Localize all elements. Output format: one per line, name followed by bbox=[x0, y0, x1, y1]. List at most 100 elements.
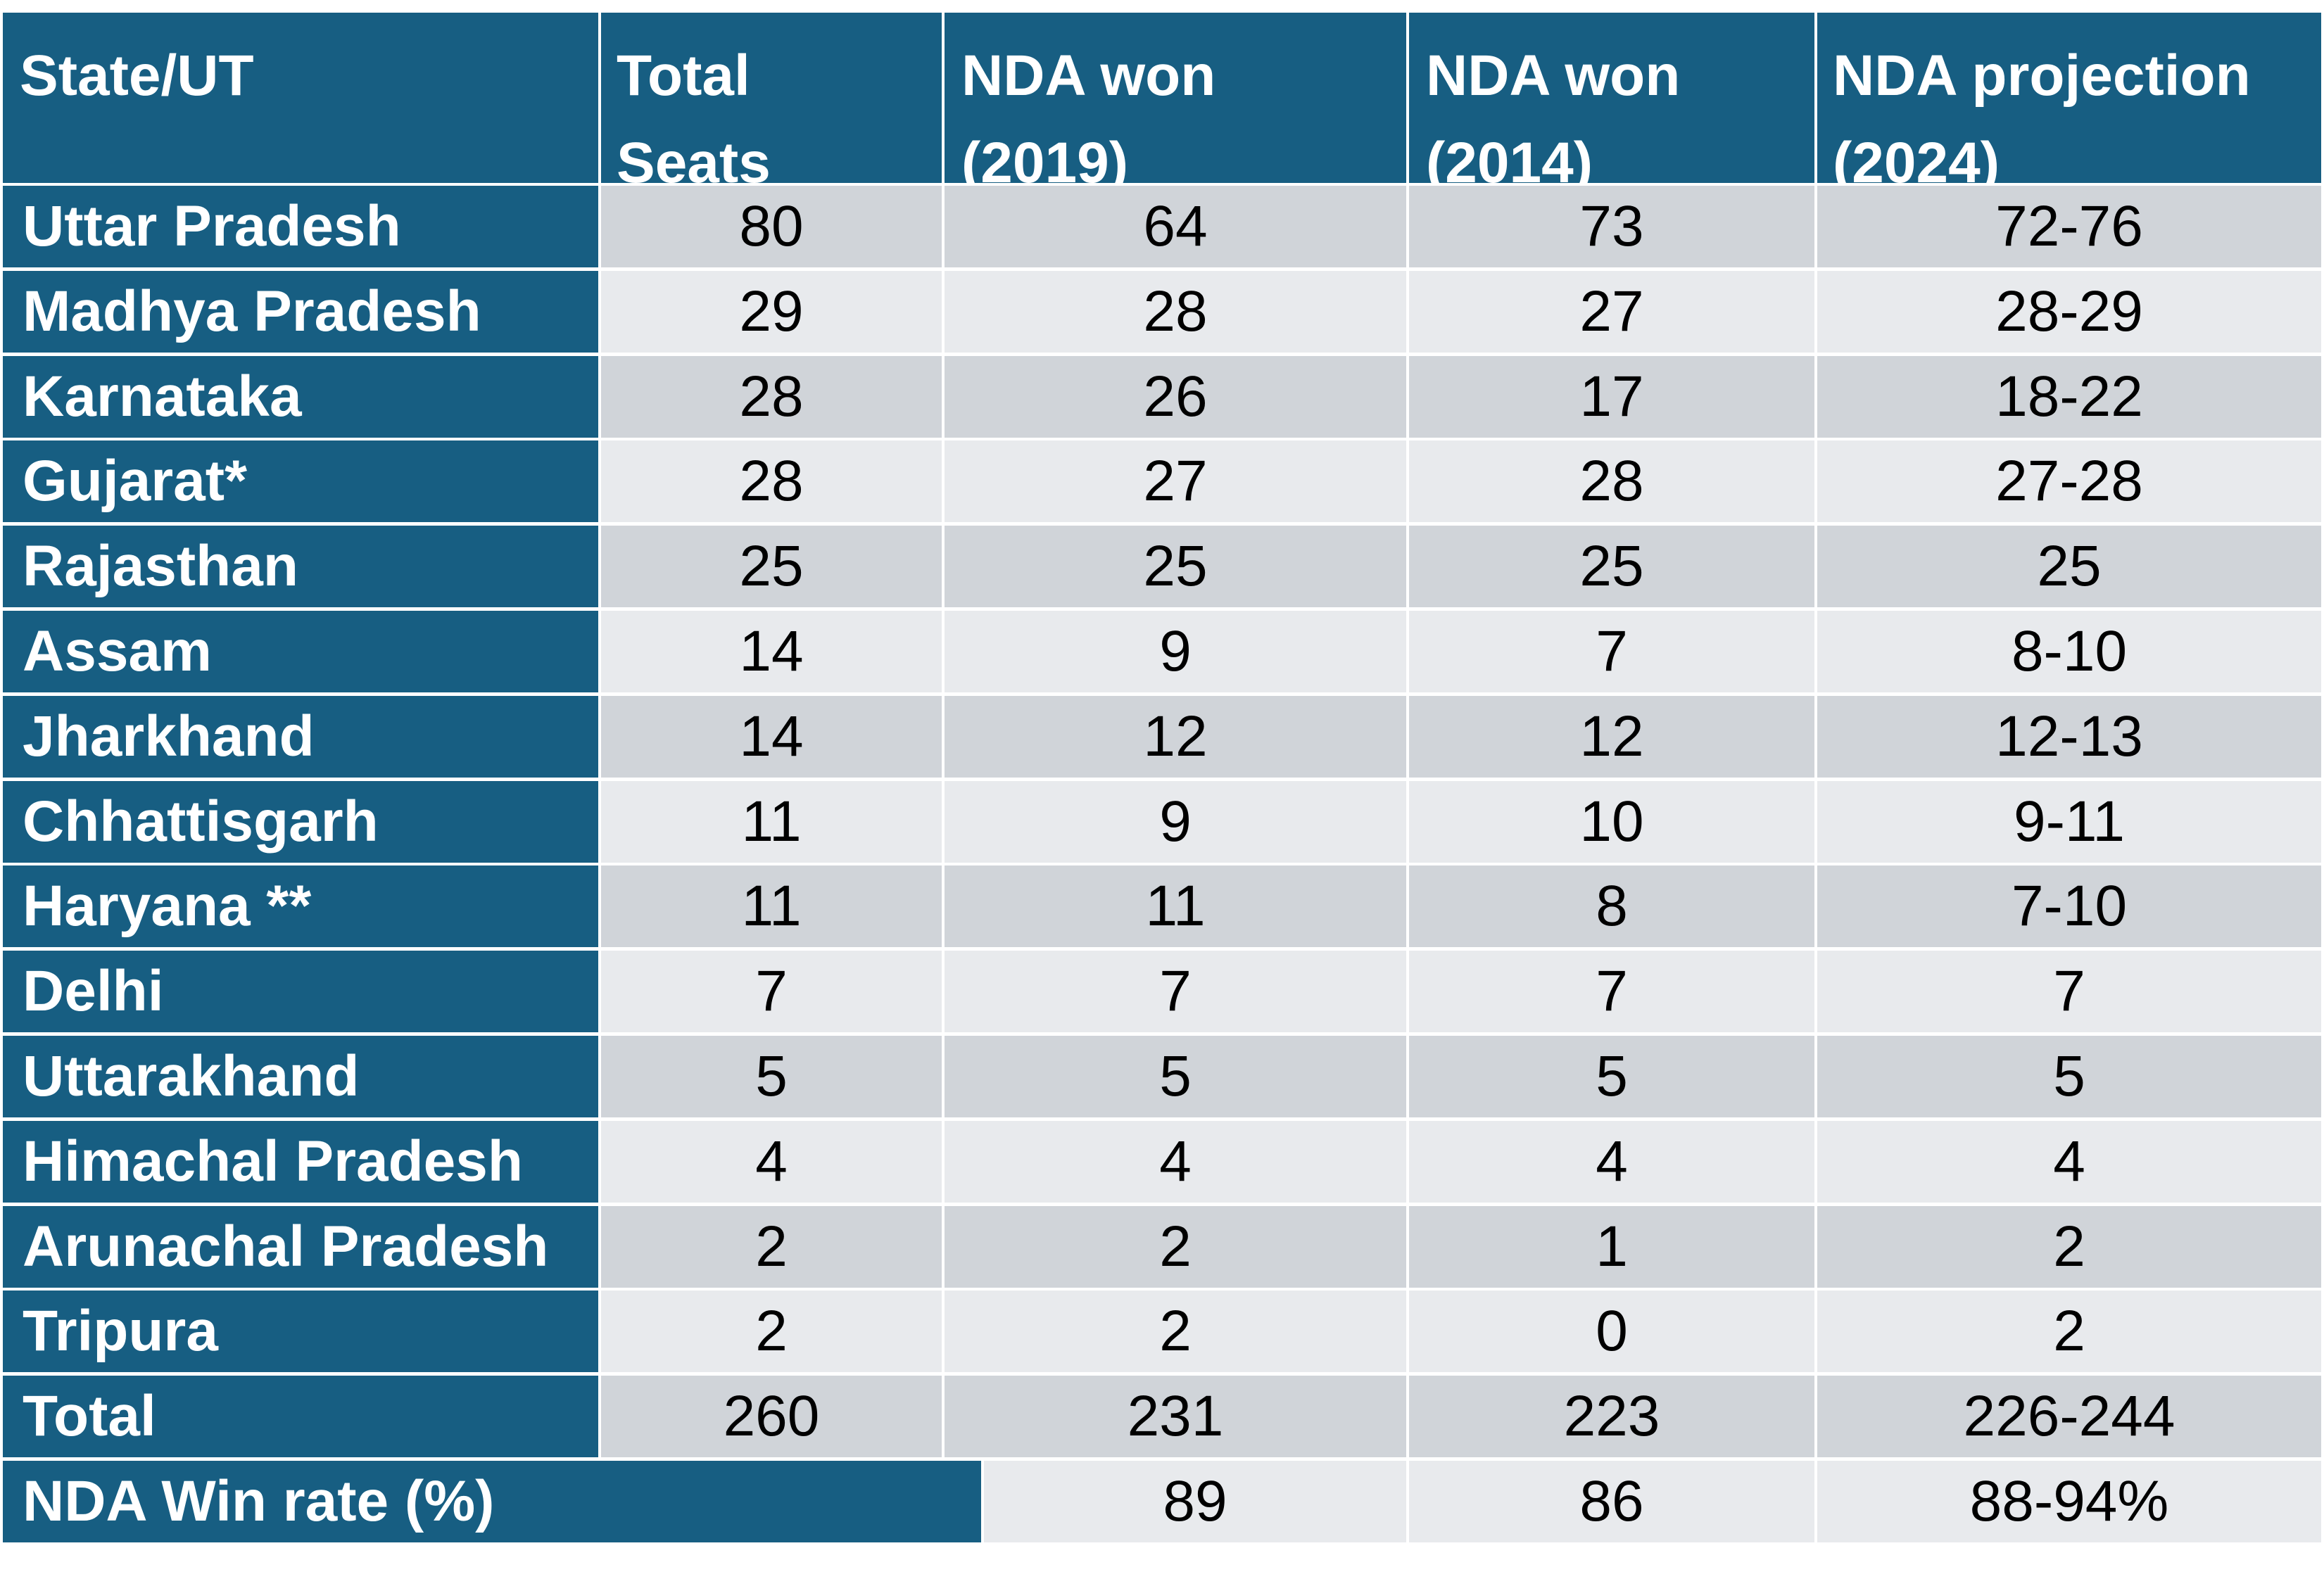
nda-projection-2024-cell: 226-244 bbox=[1817, 1376, 2321, 1457]
nda-won-2014-cell-text: 4 bbox=[1596, 1129, 1628, 1193]
nda-projection-2024-cell-text: 226-244 bbox=[1963, 1384, 2175, 1448]
state-cell-text: Tripura bbox=[23, 1299, 218, 1363]
state-cell: Rajasthan bbox=[3, 526, 598, 607]
header-2019-line2: (2019) bbox=[961, 131, 1129, 183]
total-seats-cell: 28 bbox=[601, 356, 942, 438]
nda-won-2019-cell: 231 bbox=[945, 1376, 1406, 1457]
header-proj-line2: (2024) bbox=[1833, 131, 2000, 183]
nda-won-2014-cell-text: 1 bbox=[1596, 1215, 1628, 1279]
nda-won-2014-cell: 0 bbox=[1409, 1291, 1814, 1372]
nda-won-2014-cell: 1 bbox=[1409, 1206, 1814, 1288]
nda-won-2019-cell: 9 bbox=[945, 611, 1406, 692]
total-seats-cell: 5 bbox=[601, 1036, 942, 1117]
nda-won-2019-cell-text: 7 bbox=[1159, 959, 1192, 1023]
nda-won-2014-cell-text: 28 bbox=[1579, 449, 1644, 513]
nda-won-2014-cell-text: 73 bbox=[1579, 194, 1644, 258]
nda-won-2019-cell-text: 64 bbox=[1143, 194, 1208, 258]
nda-won-2014-cell: 7 bbox=[1409, 951, 1814, 1032]
state-cell-text: Delhi bbox=[23, 959, 164, 1023]
state-cell: Madhya Pradesh bbox=[3, 271, 598, 353]
state-cell-text: Assam bbox=[23, 619, 212, 683]
state-cell-text: Himachal Pradesh bbox=[23, 1129, 523, 1193]
header-total-line2: Seats bbox=[617, 131, 771, 183]
nda-won-2019-cell-text: 4 bbox=[1159, 1129, 1192, 1193]
nda-projection-2024-cell-text: 9-11 bbox=[2013, 790, 2126, 854]
nda-won-2014-cell-text: 5 bbox=[1596, 1044, 1628, 1108]
state-cell-text: Jharkhand bbox=[23, 704, 315, 768]
nda-won-2019-cell: 11 bbox=[945, 865, 1406, 947]
total-seats-cell: 260 bbox=[601, 1376, 942, 1457]
state-cell: Total bbox=[3, 1376, 598, 1457]
state-cell-text: Gujarat* bbox=[23, 449, 247, 513]
state-cell-text: Rajasthan bbox=[23, 534, 298, 598]
state-cell: Uttar Pradesh bbox=[3, 186, 598, 267]
nda-won-2014-cell-text: 8 bbox=[1596, 874, 1628, 938]
nda-won-2019-cell-text: 27 bbox=[1143, 449, 1208, 513]
state-cell: Tripura bbox=[3, 1291, 598, 1372]
total-seats-cell: 29 bbox=[601, 271, 942, 353]
state-cell: Karnataka bbox=[3, 356, 598, 438]
nda-won-2019-cell: 27 bbox=[945, 440, 1406, 522]
state-cell: Haryana ** bbox=[3, 865, 598, 947]
state-cell: Delhi bbox=[3, 951, 598, 1032]
nda-won-2014-cell: 4 bbox=[1409, 1121, 1814, 1203]
nda-won-2019-cell-text: 25 bbox=[1143, 534, 1208, 598]
nda-won-2019-cell-text: 2 bbox=[1159, 1215, 1192, 1279]
state-cell-text: Uttar Pradesh bbox=[23, 194, 401, 258]
win-rate-2024: 88-94% bbox=[1817, 1461, 2321, 1542]
header-state-label: State/UT bbox=[20, 44, 254, 108]
header-nda-won-2019: NDA won (2019) bbox=[945, 13, 1406, 183]
nda-projection-2024-cell-text: 7-10 bbox=[2011, 874, 2128, 938]
nda-projection-2024-cell-text: 25 bbox=[2037, 534, 2102, 598]
nda-won-2019-cell-text: 231 bbox=[1127, 1384, 1224, 1448]
nda-won-2014-cell-text: 223 bbox=[1563, 1384, 1660, 1448]
total-seats-cell-text: 5 bbox=[755, 1044, 788, 1108]
nda-projection-2024-cell-text: 2 bbox=[2053, 1299, 2085, 1363]
state-cell: Arunachal Pradesh bbox=[3, 1206, 598, 1288]
total-seats-cell-text: 28 bbox=[739, 449, 804, 513]
nda-won-2019-cell: 28 bbox=[945, 271, 1406, 353]
state-cell: Gujarat* bbox=[3, 440, 598, 522]
nda-projection-2024-cell: 2 bbox=[1817, 1206, 2321, 1288]
total-seats-cell-text: 14 bbox=[739, 619, 804, 683]
nda-won-2014-cell: 223 bbox=[1409, 1376, 1814, 1457]
header-total-seats: Total Seats bbox=[601, 13, 942, 183]
nda-won-2014-cell: 25 bbox=[1409, 526, 1814, 607]
nda-won-2019-cell: 12 bbox=[945, 696, 1406, 778]
nda-projection-2024-cell: 18-22 bbox=[1817, 356, 2321, 438]
total-seats-cell-text: 14 bbox=[739, 704, 804, 768]
nda-won-2019-cell-text: 9 bbox=[1159, 790, 1192, 854]
nda-projection-2024-cell: 12-13 bbox=[1817, 696, 2321, 778]
nda-won-2014-cell: 5 bbox=[1409, 1036, 1814, 1117]
nda-projection-2024-cell-text: 8-10 bbox=[2011, 619, 2128, 683]
nda-won-2014-cell-text: 12 bbox=[1579, 704, 1644, 768]
total-seats-cell: 4 bbox=[601, 1121, 942, 1203]
nda-won-2019-cell-text: 9 bbox=[1159, 619, 1192, 683]
state-cell-text: Chhattisgarh bbox=[23, 790, 379, 854]
nda-won-2014-cell-text: 27 bbox=[1579, 279, 1644, 343]
nda-projection-2024-cell-text: 12-13 bbox=[1995, 704, 2143, 768]
nda-projection-2024-cell: 8-10 bbox=[1817, 611, 2321, 692]
total-seats-cell: 2 bbox=[601, 1206, 942, 1288]
header-2019-line1: NDA won bbox=[961, 44, 1216, 108]
nda-won-2019-cell-text: 5 bbox=[1159, 1044, 1192, 1108]
nda-won-2014-cell: 27 bbox=[1409, 271, 1814, 353]
nda-projection-2024-cell-text: 4 bbox=[2053, 1129, 2085, 1193]
header-state: State/UT bbox=[3, 13, 598, 183]
nda-won-2014-cell-text: 0 bbox=[1596, 1299, 1628, 1363]
nda-won-2019-cell: 25 bbox=[945, 526, 1406, 607]
nda-won-2014-cell: 8 bbox=[1409, 865, 1814, 947]
total-seats-cell: 7 bbox=[601, 951, 942, 1032]
state-cell-text: Arunachal Pradesh bbox=[23, 1215, 549, 1279]
nda-projection-2024-cell-text: 2 bbox=[2053, 1215, 2085, 1279]
win-rate-label-text: NDA Win rate (%) bbox=[23, 1469, 495, 1533]
nda-won-2019-cell: 9 bbox=[945, 781, 1406, 863]
nda-won-2019-cell: 4 bbox=[945, 1121, 1406, 1203]
nda-projection-2024-cell-text: 28-29 bbox=[1995, 279, 2143, 343]
nda-won-2019-cell-text: 28 bbox=[1143, 279, 1208, 343]
total-seats-cell: 14 bbox=[601, 696, 942, 778]
win-rate-2014: 86 bbox=[1409, 1461, 1814, 1542]
win-rate-2024-value: 88-94% bbox=[1969, 1469, 2169, 1533]
state-cell: Himachal Pradesh bbox=[3, 1121, 598, 1203]
nda-won-2019-cell: 26 bbox=[945, 356, 1406, 438]
